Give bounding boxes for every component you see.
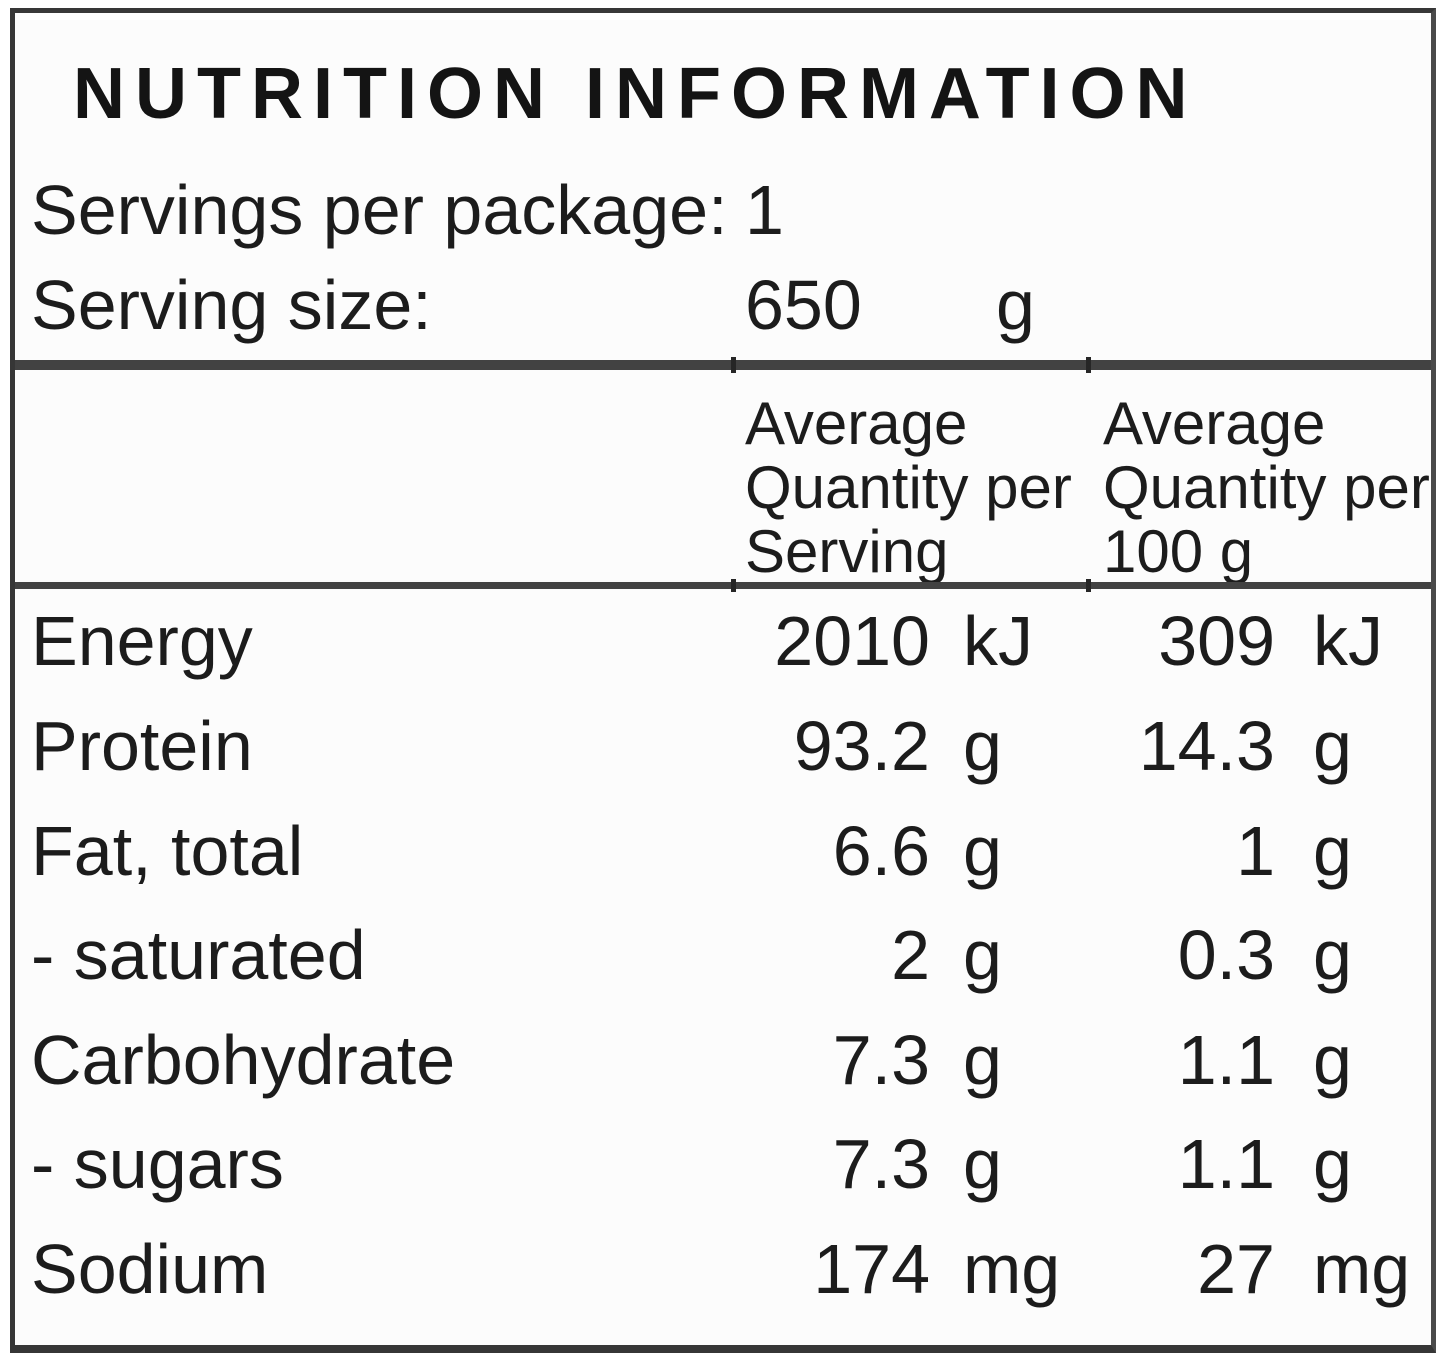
nutrient-name: Fat, total	[31, 811, 304, 890]
per-100g-unit: kJ	[1313, 602, 1383, 681]
section-separator-bottom	[15, 579, 1431, 593]
column-divider-notch	[731, 579, 736, 593]
column-header-row: Average Quantity per Serving Average Qua…	[15, 370, 1431, 586]
per-100g-unit: g	[1313, 1125, 1352, 1204]
per-100g-value: 309	[1158, 602, 1275, 681]
per-serving-column-header: Average Quantity per Serving	[745, 390, 1072, 586]
nutrient-name: Sodium	[31, 1229, 269, 1308]
per-100g-unit: g	[1313, 916, 1352, 995]
per-100g-column-header: Average Quantity per 100 g	[1103, 390, 1430, 586]
per-100g-unit: mg	[1313, 1229, 1411, 1308]
per-serving-value: 7.3	[832, 1125, 930, 1204]
table-row-saturated-fat: - saturated 2 g 0.3 g	[15, 903, 1431, 1008]
serving-size-value: 650	[745, 265, 862, 344]
table-row-energy: Energy 2010 kJ 309 kJ	[15, 589, 1431, 694]
nutrient-name: - saturated	[31, 916, 366, 995]
per-serving-value: 6.6	[832, 811, 930, 890]
table-row-sugars: - sugars 7.3 g 1.1 g	[15, 1112, 1431, 1217]
per-serving-value: 174	[813, 1229, 930, 1308]
table-row-fat-total: Fat, total 6.6 g 1 g	[15, 798, 1431, 903]
table-row-sodium: Sodium 174 mg 27 mg	[15, 1217, 1431, 1322]
panel-title: NUTRITION INFORMATION	[73, 54, 1198, 134]
servings-per-package-row: Servings per package: 1	[15, 162, 1431, 257]
per-serving-value: 2010	[774, 602, 930, 681]
per-serving-unit: g	[963, 707, 1002, 786]
per-serving-unit: mg	[963, 1229, 1061, 1308]
column-divider-notch	[1086, 579, 1091, 593]
per-serving-unit: g	[963, 916, 1002, 995]
per-100g-value: 1	[1236, 811, 1275, 890]
column-divider-notch	[731, 357, 736, 374]
serving-size-row: Serving size: 650 g	[15, 257, 1431, 352]
per-serving-value: 93.2	[793, 707, 930, 786]
per-100g-unit: g	[1313, 811, 1352, 890]
per-serving-unit: kJ	[963, 602, 1033, 681]
nutrient-name: Energy	[31, 602, 253, 681]
serving-size-label: Serving size:	[31, 265, 432, 344]
nutrient-name: - sugars	[31, 1125, 284, 1204]
nutrient-name: Protein	[31, 707, 253, 786]
per-100g-value: 1.1	[1177, 1125, 1275, 1204]
column-divider-notch	[1086, 357, 1091, 374]
per-serving-unit: g	[963, 1125, 1002, 1204]
nutrition-information-panel: NUTRITION INFORMATION Servings per packa…	[10, 8, 1436, 1353]
per-serving-value: 2	[891, 916, 930, 995]
per-serving-unit: g	[963, 1020, 1002, 1099]
per-100g-unit: g	[1313, 1020, 1352, 1099]
per-100g-value: 27	[1197, 1229, 1275, 1308]
table-row-protein: Protein 93.2 g 14.3 g	[15, 694, 1431, 799]
per-100g-value: 14.3	[1138, 707, 1275, 786]
serving-info-section: Servings per package: 1 Serving size: 65…	[15, 162, 1431, 352]
per-100g-value: 0.3	[1177, 916, 1275, 995]
section-separator-top	[15, 357, 1431, 374]
nutrient-table-body: Energy 2010 kJ 309 kJ Protein 93.2 g 14.…	[15, 589, 1431, 1321]
serving-size-unit: g	[996, 265, 1035, 344]
per-100g-value: 1.1	[1177, 1020, 1275, 1099]
per-100g-unit: g	[1313, 707, 1352, 786]
per-serving-value: 7.3	[832, 1020, 930, 1099]
servings-per-package-label: Servings per package:	[31, 170, 728, 249]
per-serving-unit: g	[963, 811, 1002, 890]
nutrient-column-header	[31, 392, 745, 584]
table-row-carbohydrate: Carbohydrate 7.3 g 1.1 g	[15, 1008, 1431, 1113]
nutrient-name: Carbohydrate	[31, 1020, 456, 1099]
servings-per-package-value: 1	[745, 170, 784, 249]
